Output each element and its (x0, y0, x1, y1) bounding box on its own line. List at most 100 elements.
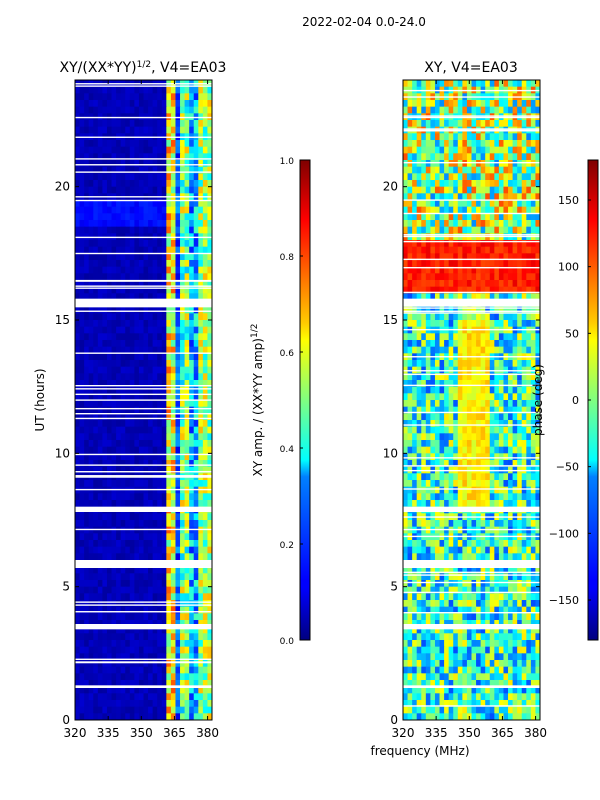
heatmap-cell (407, 393, 413, 401)
heatmap-cell (138, 706, 145, 714)
heatmap-cell (494, 346, 500, 354)
heatmap-cell (175, 100, 181, 108)
heatmap-cell (180, 440, 186, 448)
heatmap-cell (407, 253, 413, 261)
heatmap-cell (526, 500, 532, 508)
heatmap-cell (412, 206, 418, 214)
heatmap-cell (530, 380, 537, 388)
heatmap-cell (416, 240, 422, 248)
heatmap-cell (175, 226, 181, 234)
heatmap-cell (116, 460, 122, 468)
heatmap-cell (198, 600, 204, 608)
heatmap-cell (120, 706, 126, 714)
heatmap-cell (79, 213, 85, 221)
heatmap-cell (480, 200, 486, 208)
heatmap-cell (175, 433, 181, 441)
heatmap-cell (530, 460, 537, 468)
heatmap-cell (521, 253, 527, 261)
heatmap-cell (138, 520, 145, 528)
heatmap-cell (503, 433, 509, 441)
heatmap-cell (425, 473, 431, 481)
heatmap-cell (166, 440, 172, 448)
heatmap-cell (503, 460, 509, 468)
heatmap-cell (116, 573, 122, 581)
heatmap-cell (143, 646, 149, 654)
heatmap-cell (84, 240, 90, 248)
heatmap-cell (111, 680, 117, 688)
heatmap-cell (489, 273, 495, 281)
heatmap-cell (198, 566, 204, 574)
heatmap-cell (403, 140, 409, 148)
heatmap-cell (416, 420, 422, 428)
heatmap-cell (170, 240, 177, 248)
heatmap-cell (448, 400, 454, 408)
heatmap-cell (84, 206, 90, 214)
heatmap-cell (97, 173, 103, 181)
heatmap-cell (448, 240, 454, 248)
heatmap-cell (494, 500, 500, 508)
heatmap-cell (489, 333, 495, 341)
heatmap-cell (444, 306, 450, 314)
heatmap-cell (97, 493, 103, 501)
heatmap-cell (120, 460, 126, 468)
heatmap-cell (407, 200, 413, 208)
heatmap-cell (439, 320, 445, 328)
heatmap-cell (207, 380, 212, 388)
heatmap-cell (134, 313, 140, 321)
heatmap-cell (157, 120, 163, 128)
heatmap-cell (485, 80, 491, 88)
heatmap-cell (106, 160, 113, 168)
heatmap-cell (161, 353, 167, 361)
heatmap-cell (480, 173, 486, 181)
heatmap-cell (453, 306, 459, 314)
heatmap-cell (170, 553, 177, 561)
heatmap-cell (444, 260, 450, 268)
heatmap-cell (180, 180, 186, 188)
heatmap-cell (102, 660, 108, 668)
heatmap-cell (521, 446, 527, 454)
heatmap-cell (161, 273, 167, 281)
heatmap-cell (102, 480, 108, 488)
heatmap-cell (530, 493, 537, 501)
heatmap-cell (143, 693, 149, 701)
heatmap-cell (421, 486, 427, 494)
heatmap-cell (403, 226, 409, 234)
heatmap-cell (489, 253, 495, 261)
heatmap-cell (129, 240, 135, 248)
heatmap-cell (444, 340, 450, 348)
heatmap-cell (193, 166, 199, 174)
heatmap-cell (202, 200, 209, 208)
heatmap-cell (120, 420, 126, 428)
heatmap-cell (498, 393, 505, 401)
heatmap-cell (152, 700, 158, 708)
heatmap-cell (184, 320, 190, 328)
heatmap-cell (434, 493, 441, 501)
heatmap-cell (79, 413, 85, 421)
heatmap-cell (476, 313, 482, 321)
heatmap-cell (193, 513, 199, 521)
heatmap-cell (143, 220, 149, 228)
heatmap-cell (84, 640, 90, 648)
heatmap-cell (498, 206, 505, 214)
heatmap-cell (157, 673, 163, 681)
heatmap-cell (129, 500, 135, 508)
heatmap-cell (202, 213, 209, 221)
heatmap-cell (489, 193, 495, 201)
heatmap-cell (106, 313, 113, 321)
heatmap-cell (111, 86, 117, 94)
heatmap-cell (466, 453, 473, 461)
heatmap-cell (166, 106, 172, 114)
heatmap-cell (134, 180, 140, 188)
heatmap-cell (75, 486, 81, 494)
heatmap-cell (129, 126, 135, 134)
heatmap-cell (430, 140, 436, 148)
heatmap-cell (202, 686, 209, 694)
heatmap-cell (116, 220, 122, 228)
heatmap-cell (152, 540, 158, 548)
heatmap-cell (444, 320, 450, 328)
heatmap-cell (125, 686, 131, 694)
heatmap-cell (129, 386, 135, 394)
heatmap-cell (512, 493, 518, 501)
heatmap-cell (120, 306, 126, 314)
heatmap-cell (444, 253, 450, 261)
